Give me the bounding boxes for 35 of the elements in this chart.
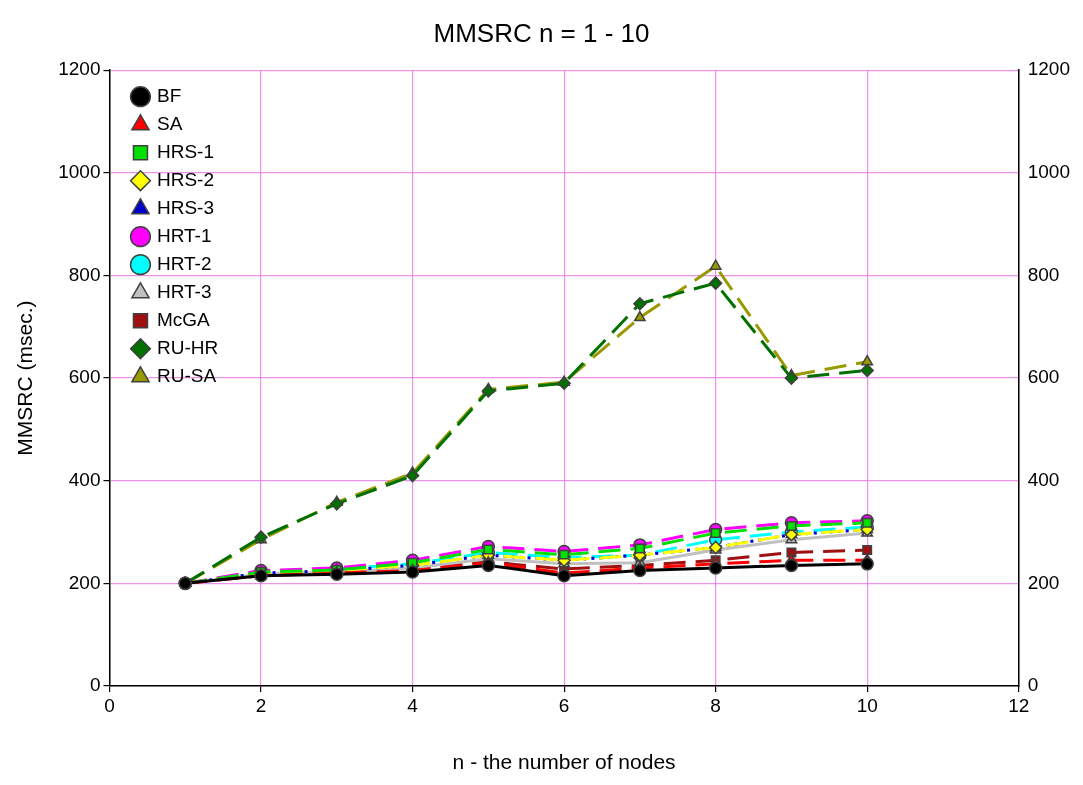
legend-label: SA — [156, 112, 183, 134]
legend-label: McGA — [156, 308, 211, 330]
y-tick-label: 600 — [68, 366, 101, 388]
legend-label: HRT-2 — [156, 252, 212, 274]
x-tick-label: 8 — [710, 694, 721, 716]
x-tick-label: 0 — [104, 694, 115, 716]
y-tick-label: 1000 — [58, 161, 101, 183]
legend-label: HRS-1 — [156, 140, 214, 162]
y2-tick-label: 800 — [1027, 263, 1060, 285]
y-tick-label: 1200 — [58, 58, 101, 80]
x-tick-label: 2 — [255, 694, 267, 716]
y-tick-label: 800 — [68, 263, 101, 285]
y2-tick-label: 400 — [1027, 468, 1060, 490]
x-tick-label: 10 — [856, 694, 878, 716]
x-tick-label: 6 — [558, 694, 570, 716]
x-tick-label: 12 — [1008, 694, 1030, 716]
y2-tick-label: 200 — [1027, 571, 1060, 593]
y2-tick-label: 600 — [1027, 366, 1060, 388]
y2-tick-label: 0 — [1027, 674, 1039, 696]
legend-label: RU-SA — [156, 364, 217, 386]
legend-label: HRT-3 — [156, 280, 212, 302]
legend-label: HRT-1 — [156, 224, 212, 246]
legend-label: HRS-2 — [156, 168, 214, 190]
legend-label: RU-HR — [156, 336, 219, 358]
y-tick-label: 400 — [68, 468, 101, 490]
y2-tick-label: 1000 — [1027, 161, 1071, 183]
x-axis-title: n - the number of nodes — [452, 750, 676, 774]
y-tick-label: 0 — [89, 674, 101, 696]
x-tick-label: 4 — [407, 694, 419, 716]
chart-title: MMSRC n = 1 - 10 — [433, 17, 650, 48]
y-axis-title: MMSRC (msec.) — [13, 300, 37, 456]
legend-label: HRS-3 — [156, 196, 214, 218]
y-tick-label: 200 — [68, 571, 101, 593]
legend-label: BF — [156, 84, 182, 106]
y2-tick-label: 1200 — [1027, 58, 1071, 80]
